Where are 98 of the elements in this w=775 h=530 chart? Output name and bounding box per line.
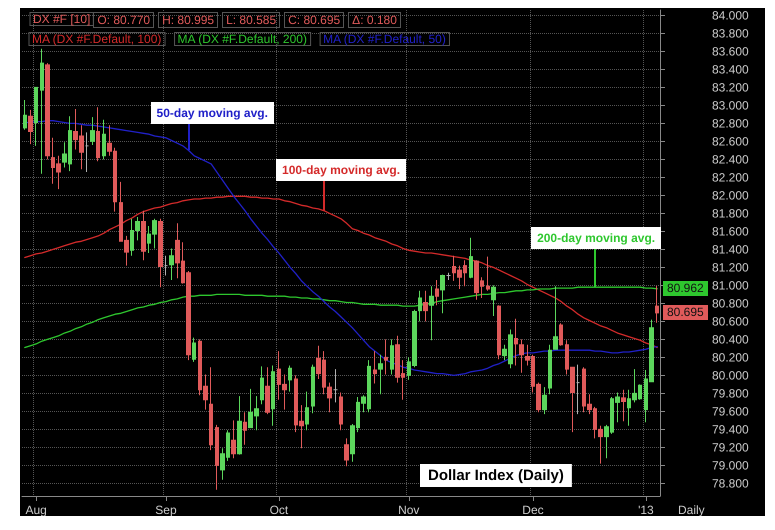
candlestick	[384, 338, 388, 375]
y-tick-label: 80.800	[712, 296, 750, 310]
annotation: H: 80.995	[158, 12, 218, 28]
candlestick	[260, 366, 264, 405]
candlestick	[378, 354, 383, 395]
y-tick-label: 81.400	[712, 242, 750, 256]
y-tick-label: 81.800	[712, 206, 750, 220]
y-tick-label: 79.600	[712, 404, 750, 418]
x-tick-label: Nov	[398, 503, 420, 517]
data-label: 80.962	[663, 281, 708, 296]
y-tick-label: 81.600	[712, 224, 750, 238]
candlestick	[288, 365, 292, 392]
candlestick	[271, 365, 275, 426]
y-tick-label: 83.800	[712, 26, 750, 40]
y-tick-label: 83.600	[712, 44, 750, 58]
y-tick-label: 80.400	[712, 332, 750, 346]
candlestick	[45, 62, 50, 160]
y-tick-label: 83.400	[712, 62, 750, 76]
annotation: O: 80.770	[93, 12, 154, 28]
candlestick	[542, 386, 547, 415]
y-tick-label: 82.200	[712, 170, 750, 184]
line-series	[24, 120, 658, 376]
candlestick	[576, 364, 580, 415]
candlestick	[90, 116, 95, 146]
candlestick	[141, 210, 146, 261]
candlestick	[243, 412, 247, 446]
y-tick-label: 80.200	[712, 350, 750, 364]
y-tick-label: 82.000	[712, 188, 750, 202]
candlestick	[333, 368, 338, 403]
y-tick-label: 82.800	[712, 116, 750, 130]
text: MA (DX #F.Default, 50)	[323, 32, 446, 46]
candlestick	[469, 237, 473, 279]
annotation: L: 80.585	[222, 12, 280, 28]
candlestick	[231, 420, 236, 459]
text: MA (DX #F.Default, 200)	[178, 32, 307, 46]
line-series	[24, 286, 658, 348]
annotation: 200-day moving avg.	[531, 227, 662, 250]
y-tick-label: 79.400	[712, 422, 750, 436]
candlestick	[209, 366, 213, 451]
candlestick	[655, 285, 659, 324]
candlestick	[344, 438, 349, 467]
y-tick-label: 78.800	[712, 476, 750, 490]
x-tick-label: Oct	[270, 503, 289, 517]
candlestick	[514, 318, 518, 366]
text: 80.695	[667, 305, 704, 320]
candlestick	[40, 48, 44, 174]
candlestick	[311, 364, 315, 414]
candlestick	[169, 248, 174, 280]
candlestick	[435, 280, 439, 306]
candlestick	[164, 255, 168, 276]
candlestick	[440, 274, 445, 314]
candlestick	[158, 218, 163, 288]
y-tick-label: 83.000	[712, 98, 750, 112]
y-tick-label: 82.600	[712, 134, 750, 148]
y-tick-label: 81.000	[712, 278, 750, 292]
annotation: C: 80.695	[284, 12, 344, 28]
y-tick-label: 79.800	[712, 386, 750, 400]
candlestick	[486, 256, 490, 292]
candlestick	[28, 109, 33, 145]
candlestick	[102, 119, 106, 160]
line-series	[24, 196, 658, 348]
y-tick-label: 80.600	[712, 314, 750, 328]
y-tick-label: 84.000	[712, 8, 750, 22]
candlestick	[373, 350, 377, 384]
candlestick	[215, 424, 219, 490]
candlestick	[34, 86, 38, 146]
candlestick	[429, 286, 434, 341]
y-tick-label: 80.000	[712, 368, 750, 382]
candlestick	[418, 290, 422, 322]
text: MA (DX #F.Default, 100)	[32, 32, 162, 46]
candlestick	[305, 391, 309, 431]
candlestick	[423, 290, 428, 322]
candlestick	[559, 322, 563, 346]
candlestick	[390, 338, 394, 375]
candlestick	[497, 304, 501, 360]
candlestick	[96, 106, 100, 162]
y-tick-label: 83.200	[712, 80, 750, 94]
x-tick-label: Dec	[522, 503, 544, 517]
candlestick	[192, 337, 196, 362]
y-tick-label: 79.000	[712, 458, 750, 472]
x-tick-label: '13	[638, 503, 654, 517]
y-tick-label: 81.200	[712, 260, 750, 274]
y-tick-label: 82.400	[712, 152, 750, 166]
candlestick	[339, 392, 343, 431]
annotation: Δ: 0.180	[348, 12, 401, 28]
text: DX #F [10]	[33, 12, 90, 26]
candlestick	[237, 396, 242, 456]
candlestick	[85, 132, 89, 172]
candlestick	[265, 366, 270, 415]
candlestick	[519, 338, 524, 374]
candlestick	[446, 272, 451, 280]
annotation: 100-day moving avg.	[276, 158, 406, 181]
text: Dollar Index (Daily)	[428, 467, 564, 484]
candlestick	[23, 100, 27, 130]
candlestick	[621, 389, 626, 422]
y-tick-label: 79.200	[712, 440, 750, 454]
candlestick	[491, 284, 496, 316]
annotation: 50-day moving avg.	[150, 102, 274, 124]
